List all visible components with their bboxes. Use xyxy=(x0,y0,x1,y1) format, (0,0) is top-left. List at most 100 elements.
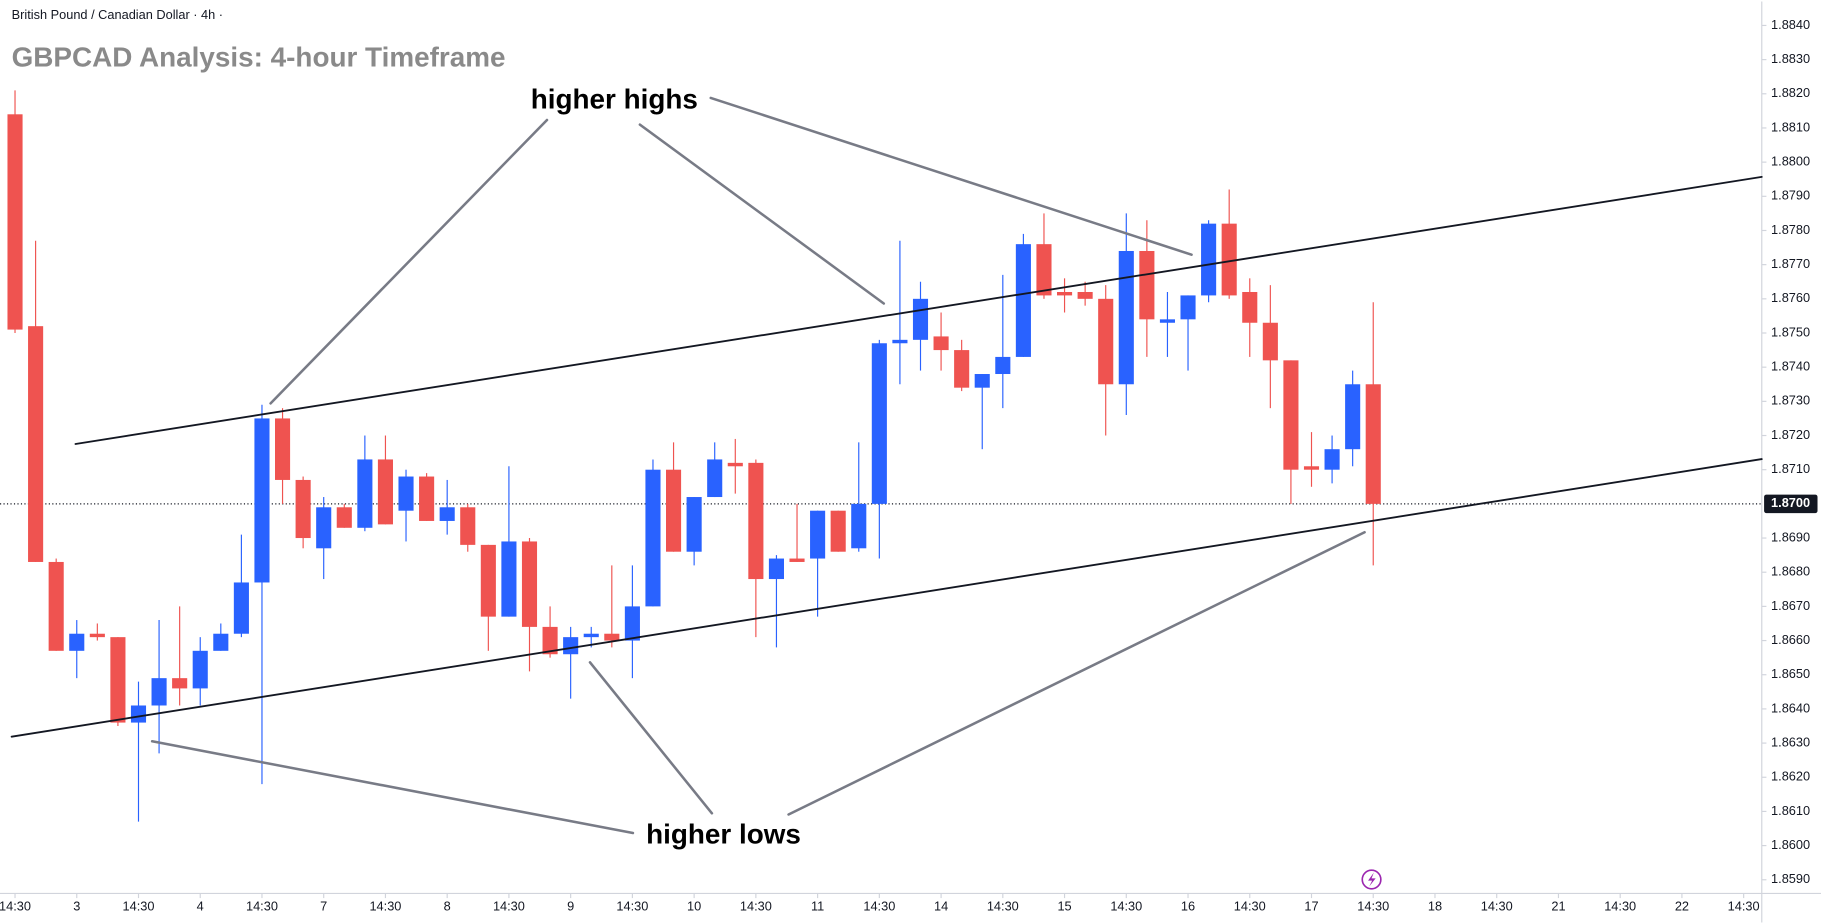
x-tick-label: 14:30 xyxy=(1604,899,1636,914)
candle-body xyxy=(7,114,23,330)
candle-body xyxy=(377,459,393,525)
y-tick-label: 1.8840 xyxy=(1771,17,1810,32)
candle-body xyxy=(583,633,599,638)
x-tick-label: 10 xyxy=(687,899,701,914)
candle-body xyxy=(275,418,291,480)
x-tick-label: 14:30 xyxy=(616,899,648,914)
candle-body xyxy=(501,541,517,617)
y-tick-label: 1.8810 xyxy=(1771,119,1810,134)
x-tick-label: 4 xyxy=(197,899,204,914)
y-tick-label: 1.8620 xyxy=(1771,769,1810,784)
x-tick-label: 14:30 xyxy=(1357,899,1389,914)
candle-body xyxy=(1283,360,1299,470)
candle-body xyxy=(192,650,208,689)
icon-bolt xyxy=(1368,872,1376,887)
candle-body xyxy=(1057,291,1073,296)
candle-body xyxy=(1262,322,1278,361)
candle-body xyxy=(727,462,743,467)
candle-body xyxy=(871,343,887,504)
y-tick-label: 1.8640 xyxy=(1771,700,1810,715)
x-tick-label: 22 xyxy=(1675,899,1689,914)
x-tick-label: 16 xyxy=(1181,899,1195,914)
candle-body xyxy=(563,637,579,655)
candle-body xyxy=(542,626,558,655)
candle-body xyxy=(624,606,640,641)
candle-body xyxy=(1324,449,1340,470)
y-tick-label: 1.8740 xyxy=(1771,359,1810,374)
y-tick-label: 1.8720 xyxy=(1771,427,1810,442)
lower-trendline xyxy=(10,458,1763,738)
y-tick-label: 1.8730 xyxy=(1771,393,1810,408)
chart-title: GBPCAD Analysis: 4-hour Timeframe xyxy=(12,42,506,73)
candle-body xyxy=(933,336,949,351)
candle-body xyxy=(789,558,805,562)
marks: 1.8590 1.8600 1.8610 1.8620 1.8630 1.8640 1.86… xyxy=(0,17,1818,914)
y-tick-label: 1.8820 xyxy=(1771,85,1810,100)
pointer-line xyxy=(588,661,714,815)
x-tick-label: 14:30 xyxy=(1728,899,1760,914)
annotation: higher lows xyxy=(646,819,801,850)
candle-body xyxy=(213,633,229,651)
candle-body xyxy=(521,541,538,627)
candle-body xyxy=(912,298,929,340)
y-tick-label: 1.8690 xyxy=(1771,529,1810,544)
upper-trendline xyxy=(74,175,1763,445)
candle-body xyxy=(130,705,147,723)
y-tick-label: 1.8770 xyxy=(1771,256,1810,271)
candle-body xyxy=(1180,295,1196,320)
pointer-line xyxy=(787,530,1366,816)
y-tick-label: 1.8590 xyxy=(1771,871,1810,886)
y-tick-label: 1.8780 xyxy=(1771,222,1810,237)
candle-body xyxy=(954,350,970,388)
candle-body xyxy=(686,497,702,552)
candle-body xyxy=(1221,223,1237,296)
candle-body xyxy=(1139,250,1155,320)
candle-body xyxy=(1159,319,1175,323)
candle-body xyxy=(1303,466,1320,470)
candle-body xyxy=(1118,250,1134,385)
candle-body xyxy=(707,459,723,498)
x-tick-label: 14:30 xyxy=(369,899,401,914)
candle-body xyxy=(316,507,332,549)
x-tick-label: 7 xyxy=(320,899,327,914)
y-tick-label: 1.8750 xyxy=(1771,324,1810,339)
x-tick-label: 14:30 xyxy=(740,899,772,914)
lightning-icon xyxy=(1361,869,1382,890)
pointer-line xyxy=(269,118,549,405)
x-tick-label: 14:30 xyxy=(123,899,155,914)
candle-body xyxy=(357,459,373,528)
candle-body xyxy=(336,507,352,528)
x-tick-label: 14:30 xyxy=(987,899,1019,914)
candle-body xyxy=(89,633,105,638)
candle-body xyxy=(995,356,1011,375)
pointer-line xyxy=(638,123,886,305)
candle-body xyxy=(110,637,126,723)
x-tick-label: 21 xyxy=(1551,899,1565,914)
pointer-line xyxy=(150,740,635,835)
candle-body xyxy=(295,479,311,539)
candle-body xyxy=(974,374,990,388)
y-tick-label: 1.8790 xyxy=(1771,188,1810,203)
candle-body xyxy=(1098,298,1114,385)
y-tick-label: 1.8600 xyxy=(1771,837,1810,852)
candle-body xyxy=(1015,244,1031,357)
x-tick-label: 9 xyxy=(567,899,574,914)
candle-body xyxy=(172,678,188,689)
candle-body xyxy=(830,510,846,552)
candle-body xyxy=(48,561,64,651)
candle-body xyxy=(233,582,249,634)
x-tick-label: 14:30 xyxy=(493,899,525,914)
candle-body xyxy=(768,558,784,580)
candle-body xyxy=(810,510,826,559)
last-price-label: 1.8700 xyxy=(1771,495,1810,510)
y-tick-label: 1.8650 xyxy=(1771,666,1810,681)
y-tick-label: 1.8630 xyxy=(1771,734,1810,749)
drawings xyxy=(10,96,1763,835)
candle-body xyxy=(748,462,764,580)
candle-body xyxy=(1365,384,1381,504)
candle-body xyxy=(1077,291,1093,299)
y-tick-label: 1.8710 xyxy=(1771,461,1810,476)
